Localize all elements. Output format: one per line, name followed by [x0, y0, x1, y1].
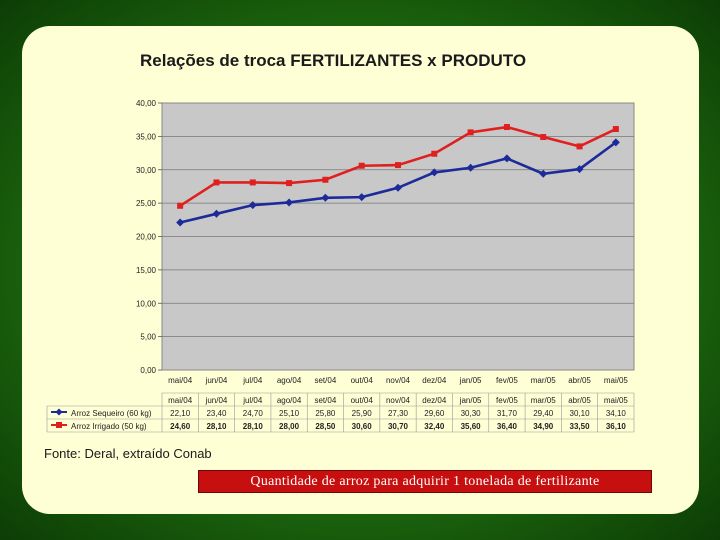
data-point: [575, 165, 584, 174]
table-header-cell: fev/05: [496, 396, 518, 405]
x-tick-label: out/04: [351, 376, 374, 385]
data-point: [467, 129, 474, 136]
table-value-cell: 25,10: [279, 409, 300, 418]
table-value-cell: 30,60: [352, 422, 373, 431]
line-chart: 0,00 5,00 10,00 15,00 20,00 25,00 30,00 35,00 40…: [46, 99, 635, 433]
data-point: [249, 179, 256, 186]
table-value-cell: 35,60: [461, 422, 482, 431]
table-value-cell: 28,10: [206, 422, 227, 431]
data-point: [321, 193, 330, 202]
table-header-cell: jun/04: [205, 396, 228, 405]
table-header-cell: mai/05: [604, 396, 629, 405]
data-point: [611, 138, 620, 147]
legend-label: Arroz Irrigado (50 kg): [71, 422, 147, 431]
y-tick-label: 20,00: [136, 233, 157, 242]
data-point: [176, 218, 185, 227]
table-value-cell: 30,30: [461, 409, 482, 418]
table-header-cell: dez/04: [422, 396, 447, 405]
x-tick-label: jul/04: [242, 376, 263, 385]
legend-key-marker: [56, 422, 62, 428]
table-value-cell: 34,10: [606, 409, 627, 418]
data-point: [285, 198, 294, 207]
x-tick-label: ago/04: [277, 376, 302, 385]
data-point: [358, 162, 365, 169]
data-point: [539, 169, 548, 178]
table-value-cell: 28,00: [279, 422, 300, 431]
table-value-cell: 27,30: [388, 409, 409, 418]
table-header-cell: out/04: [351, 396, 374, 405]
data-point: [394, 183, 402, 192]
table-value-cell: 30,10: [570, 409, 591, 418]
table-header-cell: nov/04: [386, 396, 411, 405]
x-tick-label: jun/04: [205, 376, 228, 385]
data-point: [503, 124, 510, 131]
data-point: [395, 162, 401, 169]
x-tick-label: dez/04: [422, 376, 447, 385]
y-tick-label: 0,00: [140, 366, 156, 375]
x-tick-label: fev/05: [496, 376, 518, 385]
table-value-cell: 32,40: [424, 422, 445, 431]
chart-title: Relações de troca FERTILIZANTES x PRODUT…: [140, 51, 527, 70]
caption-banner: Quantidade de arroz para adquirir 1 tone…: [198, 470, 652, 493]
table-value-cell: 33,50: [570, 422, 591, 431]
x-tick-label: jan/05: [459, 376, 482, 385]
data-point: [612, 126, 619, 133]
data-point: [502, 154, 511, 163]
table-header-cell: mai/04: [168, 396, 193, 405]
source-note: Fonte: Deral, extraído Conab: [44, 446, 212, 461]
table-value-cell: 25,90: [352, 409, 373, 418]
table-value-cell: 29,40: [533, 409, 554, 418]
table-value-cell: 25,80: [315, 409, 336, 418]
x-tick-label: set/04: [314, 376, 336, 385]
x-tick-label: mai/05: [604, 376, 629, 385]
y-tick-label: 5,00: [140, 333, 156, 342]
data-point: [540, 134, 547, 141]
data-point: [213, 179, 220, 186]
legend-key-marker: [55, 408, 63, 416]
y-tick-label: 15,00: [136, 266, 157, 275]
table-header-cell: set/04: [314, 396, 336, 405]
table-value-cell: 28,50: [315, 422, 336, 431]
table-value-cell: 28,10: [243, 422, 264, 431]
slide-panel: Relações de troca FERTILIZANTES x PRODUT…: [22, 26, 699, 514]
data-point: [212, 209, 221, 218]
y-tick-label: 25,00: [136, 199, 157, 208]
data-point: [430, 168, 439, 177]
y-tick-label: 30,00: [136, 166, 157, 175]
table-value-cell: 36,40: [497, 422, 518, 431]
x-tick-label: mar/05: [531, 376, 556, 385]
table-header-cell: mar/05: [531, 396, 556, 405]
table-value-cell: 23,40: [206, 409, 227, 418]
table-header-cell: jan/05: [459, 396, 482, 405]
y-tick-label: 40,00: [136, 99, 157, 108]
y-tick-label: 10,00: [136, 299, 157, 308]
table-value-cell: 29,60: [424, 409, 445, 418]
data-point: [357, 193, 366, 202]
data-point: [248, 201, 257, 210]
data-point: [322, 176, 329, 183]
x-tick-label: mai/04: [168, 376, 193, 385]
table-value-cell: 36,10: [606, 422, 627, 431]
table-value-cell: 30,70: [388, 422, 409, 431]
data-point: [576, 143, 583, 150]
y-tick-label: 35,00: [136, 132, 157, 141]
table-header-cell: jul/04: [242, 396, 263, 405]
table-value-cell: 22,10: [170, 409, 191, 418]
table-value-cell: 24,60: [170, 422, 191, 431]
data-point: [177, 202, 184, 209]
table-value-cell: 31,70: [497, 409, 518, 418]
table-value-cell: 34,90: [533, 422, 554, 431]
x-tick-label: abr/05: [568, 376, 591, 385]
table-header-cell: ago/04: [277, 396, 302, 405]
table-header-cell: abr/05: [568, 396, 591, 405]
data-point: [466, 163, 475, 172]
table-value-cell: 24,70: [243, 409, 264, 418]
data-point: [431, 150, 438, 157]
legend-label: Arroz Sequeiro (60 kg): [71, 409, 152, 418]
data-point: [286, 180, 293, 187]
x-tick-label: nov/04: [386, 376, 411, 385]
